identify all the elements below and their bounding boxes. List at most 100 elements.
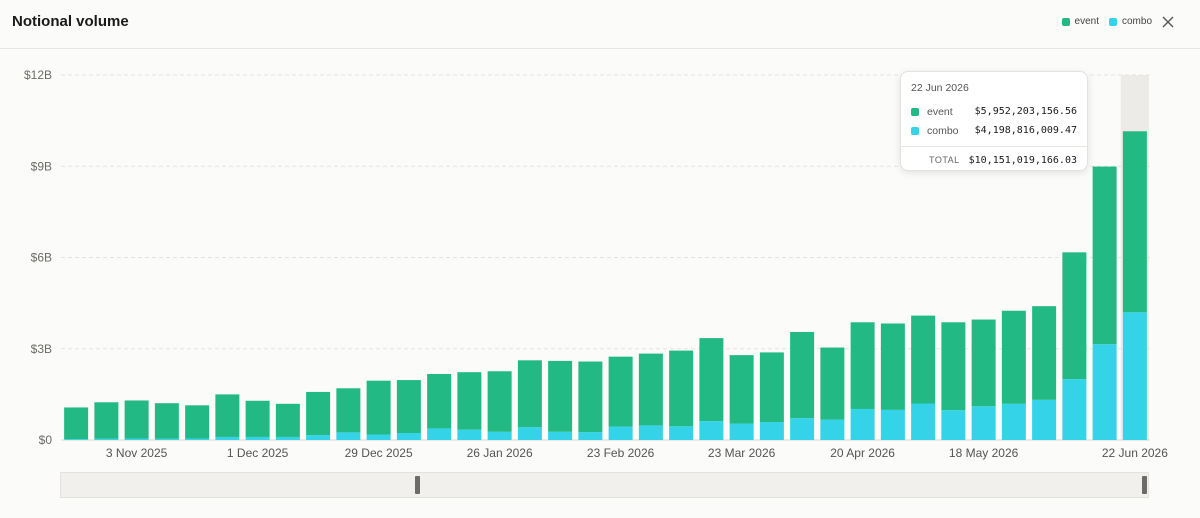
panel-header: Notional volume event combo	[0, 0, 1200, 49]
x-tick-label: 20 Apr 2026	[830, 446, 895, 460]
bar-event	[851, 322, 875, 409]
bar-event	[94, 402, 118, 439]
x-tick-label: 23 Mar 2026	[708, 446, 776, 460]
bar-event	[276, 404, 300, 437]
legend-label-event: event	[1075, 16, 1099, 27]
bar-event	[972, 320, 996, 407]
bar-event	[185, 405, 209, 438]
bar-event	[699, 338, 723, 421]
bar-combo	[941, 410, 965, 440]
x-tick-label: 1 Dec 2025	[227, 446, 289, 460]
legend-item-combo[interactable]: combo	[1109, 16, 1152, 27]
bar-event	[457, 372, 481, 429]
x-tick-label: 26 Jan 2026	[467, 446, 533, 460]
bar-combo	[609, 427, 633, 440]
tooltip-swatch-event	[911, 108, 919, 116]
bar-event	[669, 351, 693, 427]
bar-event	[155, 403, 179, 439]
x-tick-label: 18 May 2026	[949, 446, 1019, 460]
legend-item-event[interactable]: event	[1062, 16, 1099, 27]
x-tick-label: 22 Jun 2026	[1102, 446, 1168, 460]
bar-combo	[578, 432, 602, 440]
bar-combo	[1093, 344, 1117, 440]
y-tick-label: $12B	[24, 68, 52, 82]
legend-swatch-event	[1062, 18, 1070, 26]
bar-combo	[246, 437, 270, 440]
bar-combo	[185, 438, 209, 440]
tooltip-label-event: event	[927, 106, 975, 118]
y-tick-label: $3B	[31, 342, 52, 356]
bar-event	[427, 374, 451, 428]
bar-event	[941, 322, 965, 410]
bar-combo	[306, 435, 330, 440]
tooltip-value-combo: $4,198,816,009.47	[975, 125, 1077, 136]
bar-event	[1032, 306, 1056, 400]
bar-combo	[64, 439, 88, 440]
y-tick-label: $9B	[31, 159, 52, 173]
brush-handle-right[interactable]	[1142, 476, 1147, 494]
tooltip-row-combo: combo $4,198,816,009.47	[911, 121, 1077, 140]
bar-combo	[1123, 312, 1147, 440]
bar-combo	[1002, 404, 1026, 440]
bar-event	[336, 388, 360, 432]
close-button[interactable]	[1158, 12, 1178, 32]
x-tick-label: 29 Dec 2025	[345, 446, 413, 460]
bar-combo	[215, 437, 239, 440]
bar-combo	[972, 406, 996, 440]
bar-event	[760, 352, 784, 422]
tooltip-total-label: TOTAL	[911, 155, 969, 165]
bar-combo	[397, 433, 421, 440]
bar-event	[215, 394, 239, 437]
bar-combo	[94, 439, 118, 440]
tooltip-total-row: TOTAL $10,151,019,166.03	[911, 147, 1077, 173]
bar-combo	[1032, 400, 1056, 440]
brush-handle-left[interactable]	[415, 476, 420, 494]
bar-combo	[760, 422, 784, 440]
y-tick-label: $0	[39, 433, 53, 447]
tooltip-swatch-combo	[911, 127, 919, 135]
bar-combo	[699, 421, 723, 440]
bar-event	[1062, 252, 1086, 379]
bar-event	[64, 407, 88, 439]
tooltip-label-combo: combo	[927, 125, 975, 137]
bar-combo	[669, 426, 693, 440]
bar-combo	[851, 409, 875, 440]
bar-event	[125, 400, 149, 438]
bar-event	[609, 357, 633, 427]
bar-event	[246, 401, 270, 437]
chart-tooltip: 22 Jun 2026 event $5,952,203,156.56 comb…	[900, 71, 1088, 171]
bar-combo	[790, 418, 814, 440]
bar-event	[548, 361, 572, 432]
bar-combo	[336, 432, 360, 440]
bar-event	[911, 316, 935, 404]
bar-event	[639, 354, 663, 426]
bar-combo	[488, 432, 512, 440]
y-tick-label: $6B	[31, 251, 52, 265]
chart-legend: event combo	[1062, 16, 1152, 27]
close-icon	[1158, 12, 1178, 32]
tooltip-row-event: event $5,952,203,156.56	[911, 102, 1077, 121]
bar-event	[488, 371, 512, 432]
bar-combo	[820, 420, 844, 440]
x-tick-label: 23 Feb 2026	[587, 446, 655, 460]
x-tick-label: 3 Nov 2025	[106, 446, 168, 460]
bar-combo	[881, 410, 905, 440]
panel-title: Notional volume	[12, 13, 129, 30]
bar-event	[730, 355, 754, 423]
bar-combo	[457, 430, 481, 440]
bar-combo	[427, 428, 451, 440]
bar-combo	[639, 425, 663, 440]
range-brush[interactable]	[60, 472, 1149, 498]
bar-combo	[518, 427, 542, 440]
bar-event	[397, 380, 421, 433]
bar-event	[306, 392, 330, 435]
bar-event	[367, 381, 391, 435]
legend-label-combo: combo	[1122, 16, 1152, 27]
bar-combo	[155, 439, 179, 440]
tooltip-date: 22 Jun 2026	[911, 82, 1077, 94]
bar-event	[578, 362, 602, 433]
bar-combo	[367, 435, 391, 440]
bar-event	[518, 360, 542, 427]
bar-combo	[276, 437, 300, 440]
tooltip-value-event: $5,952,203,156.56	[975, 106, 1077, 117]
